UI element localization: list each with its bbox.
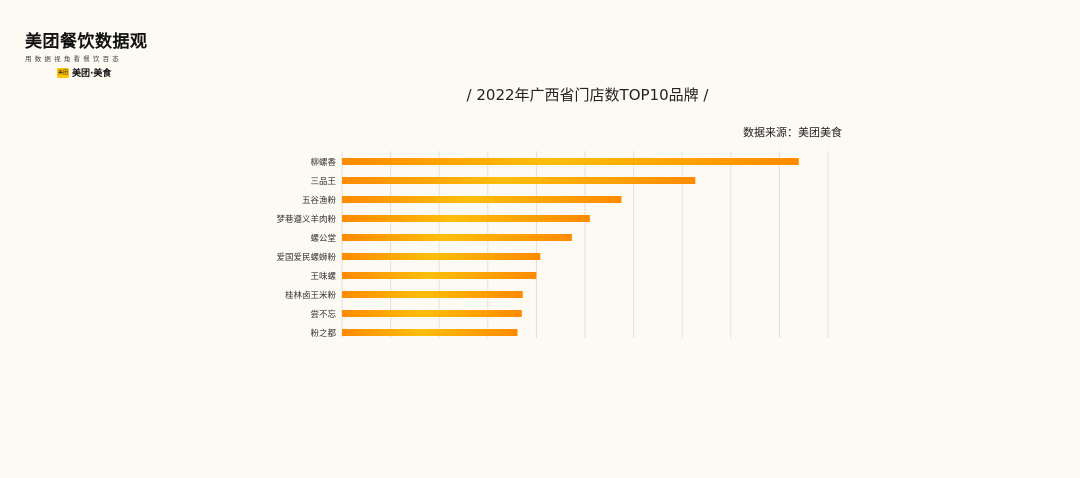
bar xyxy=(342,215,590,222)
category-label: 尝不忘 xyxy=(310,309,336,320)
category-label: 三品王 xyxy=(310,177,336,187)
logo-brand-text: 美团·美食 xyxy=(72,69,112,79)
category-label: 桂林卤王米粉 xyxy=(285,290,337,301)
bar xyxy=(342,196,622,203)
category-label: 螺公堂 xyxy=(310,233,336,244)
logo: 美团餐饮数据观 用数据视角看餐饮百态 美团 美团·美食 xyxy=(25,32,148,79)
category-label: 粉之都 xyxy=(310,328,336,339)
category-label: 王味螺 xyxy=(310,271,336,282)
meituan-badge-icon: 美团 xyxy=(57,67,69,78)
logo-subtitle: 用数据视角看餐饮百态 xyxy=(25,55,122,63)
category-label: 五谷渔粉 xyxy=(302,195,337,206)
bar xyxy=(342,291,523,298)
bar xyxy=(342,234,572,241)
data-source: 数据来源：美团美食 xyxy=(743,126,842,139)
bar xyxy=(342,158,799,165)
bar xyxy=(342,272,537,279)
chart-title: / 2022年广西省门店数TOP10品牌 / xyxy=(466,86,709,104)
category-label: 梦巷遵义羊肉粉 xyxy=(276,214,336,225)
bar xyxy=(342,329,518,336)
bar xyxy=(342,253,541,260)
category-label: 爱国爱民螺蛳粉 xyxy=(276,252,336,263)
logo-title: 美团餐饮数据观 xyxy=(25,32,148,52)
logo-brand: 美团 美团·美食 xyxy=(57,66,148,79)
bar xyxy=(342,310,522,317)
category-label: 柳螺香 xyxy=(310,157,336,168)
bar xyxy=(342,177,696,184)
